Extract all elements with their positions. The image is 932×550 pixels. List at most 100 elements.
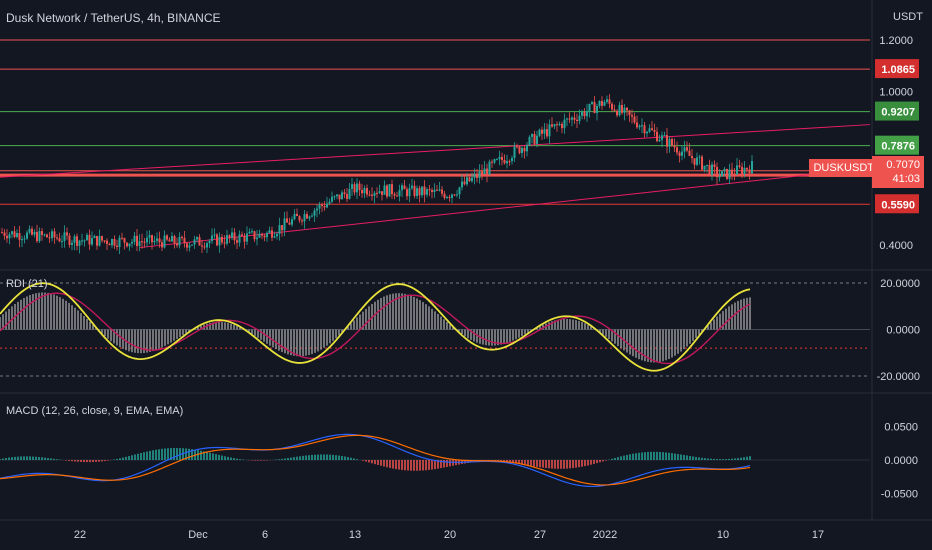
candle-body xyxy=(408,188,411,197)
candle-body xyxy=(738,165,741,167)
candle-body xyxy=(631,115,633,117)
candle-body xyxy=(436,189,438,191)
candle-body xyxy=(213,234,216,236)
candle-body xyxy=(111,238,113,246)
candle-body xyxy=(693,158,696,165)
candle-body xyxy=(698,156,701,158)
candle-body xyxy=(71,242,73,245)
candle-body xyxy=(101,236,103,241)
candle-body xyxy=(371,194,373,196)
candle-body xyxy=(356,183,358,193)
candle-body xyxy=(391,184,393,195)
candle-body xyxy=(148,235,151,238)
candle-body xyxy=(476,174,478,178)
candle-body xyxy=(108,243,111,246)
candle-body xyxy=(446,196,448,198)
currency-label: USDT xyxy=(893,11,923,23)
candle-body xyxy=(486,168,488,175)
candle-body xyxy=(736,165,738,175)
candle-body xyxy=(578,115,581,121)
candle-body xyxy=(328,201,331,204)
candle-body xyxy=(603,101,606,106)
candle-body xyxy=(466,177,468,185)
candle-body xyxy=(433,189,436,192)
candle-body xyxy=(318,204,321,209)
candle-body xyxy=(116,245,118,247)
candle-body xyxy=(591,102,593,104)
candle-body xyxy=(521,147,523,154)
candle-body xyxy=(88,234,91,245)
candle-body xyxy=(606,99,608,102)
candle-body xyxy=(208,240,211,244)
candle-body xyxy=(588,103,591,112)
candle-body xyxy=(226,235,228,244)
candle-body xyxy=(613,109,616,111)
candle-body xyxy=(493,159,496,163)
last-price-tag: 0.7070 41:03 xyxy=(872,156,924,188)
candle-body xyxy=(118,237,121,247)
candle-body xyxy=(11,231,13,235)
candle-body xyxy=(173,236,176,244)
candle-body xyxy=(201,245,203,247)
candle-body xyxy=(458,187,461,195)
price-tag-label: 0.5590 xyxy=(881,199,915,211)
candle-body xyxy=(411,185,413,189)
candle-body xyxy=(461,181,463,188)
candle-body xyxy=(376,192,378,194)
candle-body xyxy=(646,131,648,134)
candle-body xyxy=(611,103,613,110)
candle-body xyxy=(746,167,748,170)
candle-body xyxy=(628,110,631,116)
candle-body xyxy=(686,147,688,151)
candle-body xyxy=(256,237,258,240)
candle-body xyxy=(418,188,421,196)
rdi-tick-label: -20.0000 xyxy=(877,371,920,383)
candle-body xyxy=(421,186,423,196)
candle-body xyxy=(21,239,23,241)
upper-trend-line xyxy=(0,124,871,178)
candle-body xyxy=(633,116,636,123)
candle-body xyxy=(121,237,123,239)
candle-body xyxy=(166,235,168,240)
candle-body xyxy=(153,240,156,243)
candle-body xyxy=(533,133,536,144)
candle-body xyxy=(83,240,86,242)
candle-body xyxy=(301,220,303,222)
candle-body xyxy=(263,235,266,238)
candle-body xyxy=(596,105,598,114)
candle-body xyxy=(6,235,8,239)
price-axis[interactable]: 1.20001.00000.80000.40001.08650.92070.78… xyxy=(875,35,920,500)
candle-body xyxy=(471,177,473,182)
candle-body xyxy=(623,107,626,113)
candle-body xyxy=(428,189,431,191)
candle-body xyxy=(333,196,336,198)
candle-body xyxy=(706,164,708,166)
candle-body xyxy=(731,169,733,175)
candle-body xyxy=(161,242,163,248)
candle-body xyxy=(313,210,316,216)
candle-body xyxy=(538,129,541,136)
rdi-line xyxy=(0,282,751,372)
candle-body xyxy=(673,145,676,148)
candle-body xyxy=(86,234,88,241)
candle-body xyxy=(321,204,323,206)
candle-body xyxy=(691,155,693,159)
candle-body xyxy=(246,233,248,242)
candle-body xyxy=(198,237,201,246)
candle-body xyxy=(743,167,746,174)
candle-body xyxy=(666,135,668,147)
time-axis[interactable]: 22 Dec 6 13 20 27 2022 10 17 xyxy=(74,529,824,541)
candle-body xyxy=(248,231,251,234)
candle-body xyxy=(261,233,263,236)
candle-body xyxy=(656,131,658,142)
candle-body xyxy=(363,187,366,194)
candle-body xyxy=(511,158,513,162)
candle-body xyxy=(643,125,646,134)
candle-body xyxy=(68,235,71,245)
candle-body xyxy=(96,235,98,246)
chart-title: Dusk Network / TetherUS, 4h, BINANCE xyxy=(6,11,221,25)
candle-body xyxy=(368,194,371,196)
candle-body xyxy=(483,168,486,175)
candle-body xyxy=(716,167,718,178)
